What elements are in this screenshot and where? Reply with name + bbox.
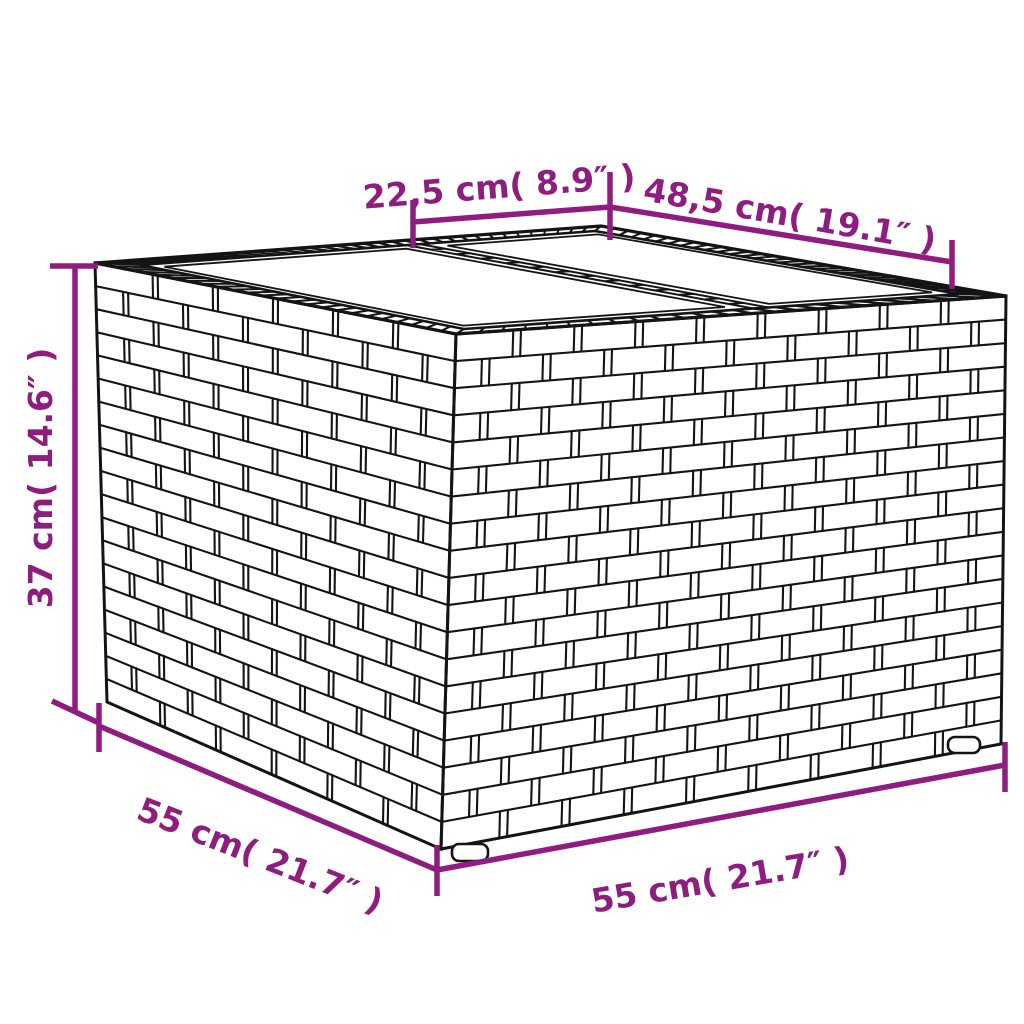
wicker-right-face <box>439 294 1008 851</box>
wicker-weave-rows-left <box>94 261 457 850</box>
wicker-weave-joints-right <box>467 298 981 840</box>
glass-top-area <box>139 229 960 331</box>
dimension-line-top-panel <box>410 172 613 248</box>
glass-divider-strip <box>406 243 769 310</box>
glass-panel <box>447 233 933 305</box>
glass-panel <box>164 247 726 327</box>
rattan-table-illustration <box>93 224 1008 863</box>
dimension-annotations <box>50 172 1008 896</box>
dimension-line-front-width <box>436 742 1008 873</box>
dimension-label-height: 37 cm( 14.6″ ) <box>21 348 60 609</box>
dimension-line-side-depth <box>96 703 440 896</box>
dimension-label-front-width: 55 cm( 21.7″ ) <box>588 839 852 921</box>
table-foot <box>450 842 490 863</box>
dimension-line-top-glass <box>609 204 955 289</box>
dimension-line-height <box>50 263 101 726</box>
rim-wrap-texture <box>94 225 1007 335</box>
wicker-weave-joints-left <box>122 273 429 827</box>
glass-panels <box>164 233 933 327</box>
table-foot <box>946 735 982 755</box>
wicker-weave-rows-right <box>440 294 1007 851</box>
